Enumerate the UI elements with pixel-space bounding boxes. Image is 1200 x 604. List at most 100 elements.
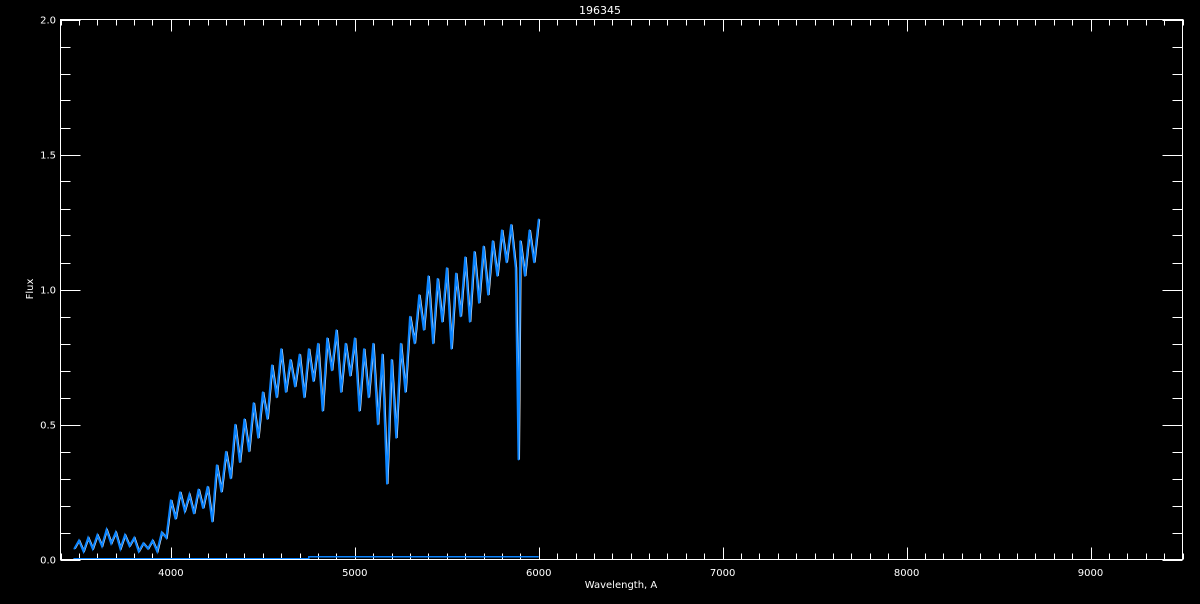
spectrum-point — [170, 499, 172, 501]
spectrum-point — [501, 229, 503, 231]
spectrum-point — [510, 223, 512, 226]
spectrum-point — [524, 275, 526, 277]
spectrum-point — [151, 539, 154, 542]
spectrum-point — [496, 275, 499, 277]
spectrum-point — [441, 321, 443, 323]
spectrum-point — [280, 348, 283, 350]
spectrum-point — [248, 450, 250, 453]
spectrum-point — [271, 364, 273, 366]
x-axis-label: Wavelength, A — [585, 580, 658, 591]
spectrum-point — [514, 267, 517, 269]
spectrum-point — [110, 542, 112, 545]
x-tick-label: 4000 — [158, 568, 183, 579]
spectrum-point — [528, 229, 531, 231]
spectrum-point — [239, 461, 241, 464]
spectrum-point — [119, 547, 122, 550]
spectrum-point — [363, 348, 365, 350]
spectrum-point — [517, 458, 520, 461]
spectrum-point — [422, 329, 425, 331]
spectrum-point — [142, 542, 145, 545]
x-tick-label: 5000 — [342, 568, 367, 579]
spectrum-point — [478, 302, 480, 304]
spectrum-point — [381, 353, 384, 356]
spectrum-point — [335, 329, 338, 331]
error-line — [73, 556, 539, 560]
spectrum-point — [386, 483, 388, 485]
spectrum-point — [289, 358, 292, 361]
y-tick-label: 2.0 — [40, 16, 56, 27]
spectrum-point — [193, 512, 195, 515]
spectrum-point — [165, 537, 168, 539]
spectrum-point — [491, 240, 494, 242]
spectrum-point — [147, 547, 149, 550]
y-tick-label: 1.0 — [40, 286, 56, 297]
spectrum-point — [298, 353, 301, 356]
spectrum-point — [473, 250, 476, 253]
spectrum-point — [399, 342, 402, 345]
spectrum-point — [216, 464, 218, 466]
spectrum-point — [133, 537, 135, 539]
spectrum-point — [114, 531, 117, 534]
spectrum-point — [468, 321, 471, 323]
spectrum-underlay-line — [74, 219, 541, 553]
spectrum-point — [202, 507, 204, 510]
spectrum-point — [344, 342, 347, 345]
spectrum-point — [252, 402, 255, 404]
spectrum-point — [340, 391, 342, 393]
spectrum-point — [96, 534, 99, 536]
spectrum-point — [317, 342, 319, 345]
spectrum-point — [243, 418, 246, 420]
spectrum-point — [533, 261, 535, 264]
spectrum-point — [372, 342, 374, 345]
spectrum-point — [91, 547, 94, 550]
spectrum-point — [459, 315, 462, 318]
spectrum-point — [234, 423, 237, 426]
spectrum-point — [266, 418, 269, 420]
spectrum-point — [436, 277, 439, 280]
chart-title: 196345 — [579, 4, 621, 17]
spectrum-point — [413, 342, 416, 345]
y-tick-label: 0.5 — [40, 421, 56, 432]
spectrum-point — [211, 520, 214, 523]
x-tick-label: 7000 — [710, 568, 735, 579]
spectrum-point — [432, 342, 434, 345]
spectrum-point — [156, 550, 158, 553]
spectrum-point — [349, 375, 351, 377]
spectrum-point — [188, 493, 191, 496]
spectrum-point — [160, 531, 163, 534]
spectrum-point — [418, 294, 420, 296]
spectrum-point — [404, 391, 407, 393]
spectrum-point — [225, 450, 227, 453]
axis-ticks: 4000 5000 6000 7000 8000 9000 0.0 0.5 1.0 1.5 2.0 — [40, 16, 1184, 579]
spectrum-point — [331, 369, 333, 372]
spectrum-point — [390, 358, 393, 361]
spectrum-point — [206, 485, 209, 488]
spectrum-point — [82, 550, 85, 553]
spectrum-point — [229, 477, 232, 480]
spectrum-point — [455, 272, 457, 275]
spectrum-point — [353, 337, 356, 339]
spectrum-point — [294, 385, 296, 388]
spectrum-point — [179, 491, 181, 493]
spectrum-point — [174, 518, 177, 520]
spectrum-point — [519, 240, 522, 242]
spectrum-point — [128, 545, 131, 547]
spectrum-point — [445, 267, 448, 269]
spectrum-point — [312, 380, 315, 383]
spectrum-point — [450, 348, 453, 350]
spectrum-point — [137, 550, 140, 553]
spectrum-point — [487, 294, 489, 296]
spectrum-point — [308, 348, 310, 350]
spectrum-point — [87, 537, 89, 539]
spectrum-point — [197, 488, 200, 491]
spectrum-point — [303, 396, 306, 399]
x-tick-label: 9000 — [1078, 568, 1103, 579]
spectrum-point — [285, 391, 287, 393]
spectrum-point — [124, 534, 126, 536]
y-tick-label: 1.5 — [40, 151, 56, 162]
spectrum-point — [409, 315, 411, 318]
x-tick-label: 6000 — [526, 568, 551, 579]
spectrum-point — [321, 410, 324, 412]
spectrum-point — [73, 547, 76, 550]
